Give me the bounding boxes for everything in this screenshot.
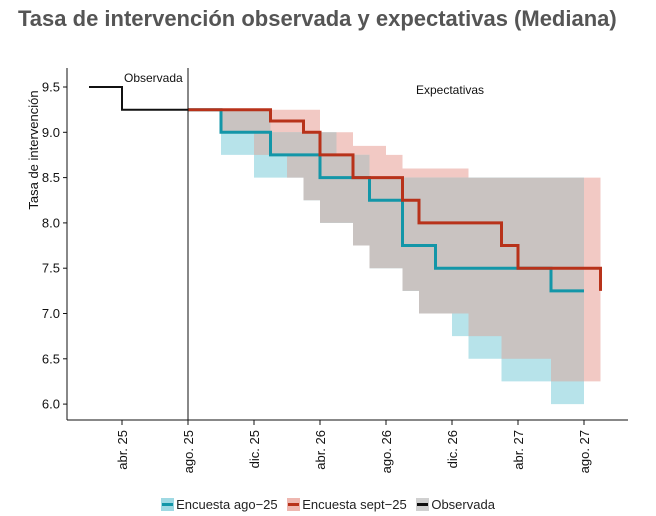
page-title: Tasa de intervención observada y expecta… xyxy=(18,6,617,31)
legend-item-ago25: Encuesta ago−25 xyxy=(161,497,278,512)
x-tick-label: abr. 27 xyxy=(511,430,526,470)
x-tick-label: abr. 25 xyxy=(115,430,130,470)
x-tick-label: dic. 26 xyxy=(445,430,460,468)
y-axis-title: Tasa de intervención xyxy=(26,90,41,209)
line-encuesta-sept25 xyxy=(188,108,602,291)
legend-item-observada: Observada xyxy=(416,497,495,512)
axes: 6.0 6.5 7.0 7.5 8.0 8.5 9.0 9.5 abr. 25 ago. 25 di… xyxy=(26,68,628,473)
legend-item-sept25: Encuesta sept−25 xyxy=(287,497,407,513)
x-tick-label: ago. 27 xyxy=(577,430,592,473)
y-tick-label: 9.0 xyxy=(42,125,60,140)
x-tick-label: dic. 25 xyxy=(247,430,262,468)
series-lines xyxy=(89,86,602,293)
legend-label-observada: Observada xyxy=(431,497,495,513)
annotations: Observada Expectativas xyxy=(124,68,484,420)
x-tick-label: ago. 25 xyxy=(181,430,196,473)
legend-key-ago25 xyxy=(161,498,175,512)
y-tick-label: 8.0 xyxy=(42,215,60,230)
line-observada xyxy=(89,86,188,111)
x-tick-label: abr. 26 xyxy=(313,430,328,470)
legend-key-observada xyxy=(416,498,430,512)
legend-label-ago25: Encuesta ago−25 xyxy=(176,497,278,513)
annotation-expectativas: Expectativas xyxy=(416,83,484,97)
legend-key-sept25 xyxy=(287,498,301,512)
line-encuesta-ago25 xyxy=(188,108,584,293)
uncertainty-bands xyxy=(188,109,601,405)
y-tick-label: 9.5 xyxy=(42,80,60,95)
y-tick-label: 6.5 xyxy=(42,351,60,366)
legend: Encuesta ago−25 Encuesta sept−25 Observa… xyxy=(0,496,656,512)
y-tick-label: 7.0 xyxy=(42,306,60,321)
x-tick-label: ago. 26 xyxy=(379,430,394,473)
annotation-observada: Observada xyxy=(124,71,183,85)
y-tick-label: 8.5 xyxy=(42,170,60,185)
band-overlap xyxy=(188,109,584,382)
legend-label-sept25: Encuesta sept−25 xyxy=(302,497,407,513)
y-tick-label: 7.5 xyxy=(42,261,60,276)
y-tick-label: 6.0 xyxy=(42,397,60,412)
